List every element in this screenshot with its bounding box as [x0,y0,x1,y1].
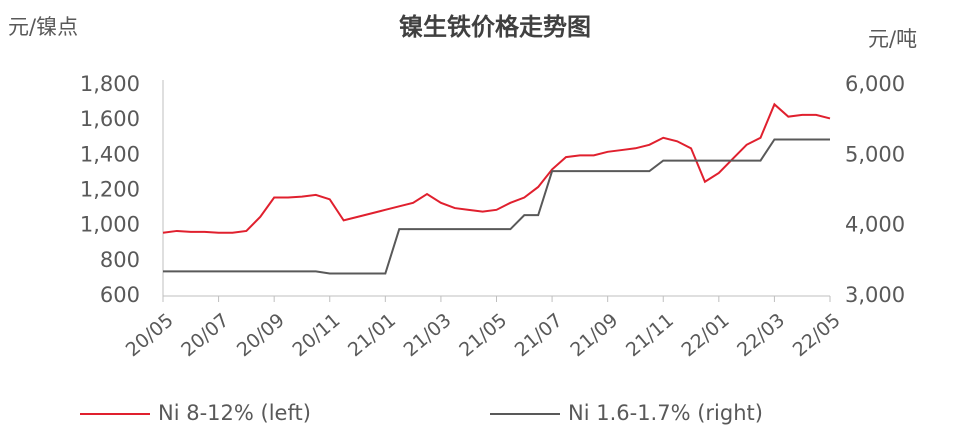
y2-axis-label: 元/吨 [868,27,917,51]
x-tick-label: 20/05 [122,309,178,361]
legend-label: Ni 1.6-1.7% (right) [568,401,763,425]
legend-label: Ni 8-12% (left) [158,401,311,425]
series-line [162,102,831,234]
x-tick-label: 21/01 [344,309,400,361]
y2-tick-label: 5,000 [845,142,905,166]
y2-tick-label: 6,000 [845,72,905,96]
chart-title: 镍生铁价格走势图 [399,13,591,41]
y-tick-label: 600 [100,283,140,307]
x-tick-label: 22/05 [789,309,845,361]
series-line [163,138,830,275]
y-tick-label: 1,400 [80,142,140,166]
x-tick-label: 22/01 [677,309,733,361]
y-tick-label: 1,200 [80,178,140,202]
x-tick-label: 20/11 [288,309,344,361]
y-axis-label: 元/镍点 [8,15,78,39]
y-tick-label: 1,600 [80,107,140,131]
x-tick-label: 21/09 [566,309,622,361]
x-tick-label: 21/03 [400,309,456,361]
y-tick-label: 1,800 [80,72,140,96]
x-tick-label: 20/09 [233,309,289,361]
x-tick-label: 21/05 [455,309,511,361]
y2-tick-label: 4,000 [845,213,905,237]
y-tick-label: 1,000 [80,213,140,237]
x-tick-label: 21/07 [511,309,567,361]
y2-tick-label: 3,000 [845,283,905,307]
x-tick-label: 20/07 [177,309,233,361]
x-tick-label: 21/11 [622,309,678,361]
y-tick-label: 800 [100,248,140,272]
x-tick-label: 22/03 [733,309,789,361]
